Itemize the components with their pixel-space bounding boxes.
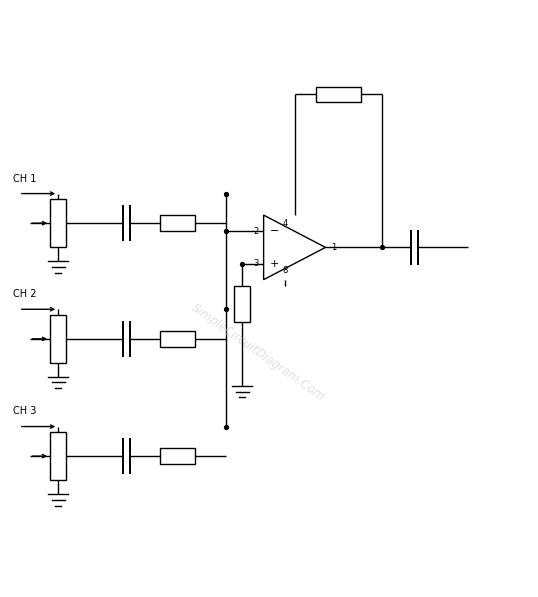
Text: 2: 2 — [253, 227, 258, 236]
Bar — [50, 199, 66, 247]
Text: 1: 1 — [331, 243, 336, 252]
Text: 3: 3 — [253, 259, 258, 268]
Text: CH 2: CH 2 — [13, 289, 37, 299]
Text: −: − — [270, 226, 279, 236]
Text: 8: 8 — [282, 266, 288, 275]
Bar — [160, 448, 195, 464]
Text: CH 3: CH 3 — [13, 407, 37, 417]
Text: +: + — [270, 259, 279, 269]
Bar — [50, 432, 66, 481]
Bar — [160, 331, 195, 347]
Bar — [315, 87, 362, 101]
Bar — [234, 285, 250, 322]
Bar — [160, 215, 195, 231]
Text: 4: 4 — [282, 220, 288, 229]
Bar — [50, 315, 66, 363]
Polygon shape — [264, 215, 325, 279]
Text: SimpleCircuitDiagram.Com: SimpleCircuitDiagram.Com — [189, 301, 328, 404]
Text: CH 1: CH 1 — [13, 174, 37, 183]
